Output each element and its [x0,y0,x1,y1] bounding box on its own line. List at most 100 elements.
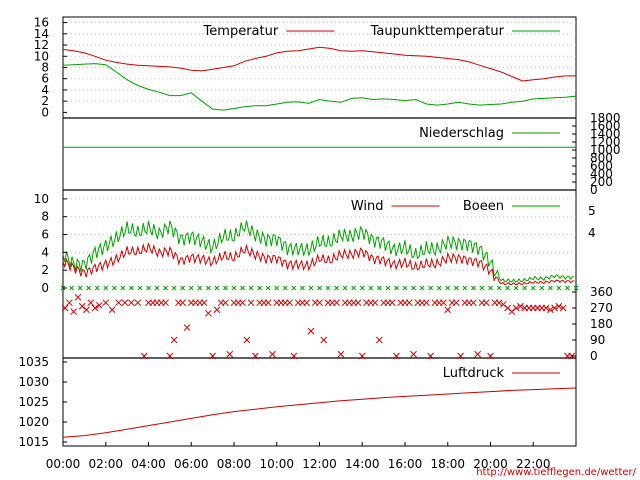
ytick-wind: 0 [41,281,49,295]
calm-marker [154,285,160,291]
data-series [60,46,579,438]
calm-marker [385,285,391,291]
calm-marker [359,285,365,291]
calm-marker [171,285,177,291]
calm-marker [137,285,143,291]
calm-marker [248,285,254,291]
direction-marker [83,306,90,314]
direction-marker [183,324,191,331]
legend-label-wind: Wind [351,199,384,214]
direction-marker [388,299,396,307]
panel-frames [62,16,577,447]
calm-marker [453,285,459,291]
direction-marker [487,352,494,360]
direction-marker [140,352,148,360]
xtick-label: 04:00 [131,457,166,471]
calm-marker [505,285,510,291]
pressure-0-line [62,387,577,438]
ytick-dir: 360 [590,285,613,299]
tick-labels: 0246810121416020040060080010001200140016… [18,16,620,471]
direction-marker [474,350,482,358]
source-credit: http://www.tiefflegen.de/wetter/ [476,467,636,478]
ytick-temp: 10 [34,49,49,63]
ytick-wind: 2 [41,263,49,277]
direction-marker [269,350,276,358]
calm-marker [419,285,425,291]
direction-marker [209,352,216,360]
calm-marker [368,285,374,291]
ytick-temp: 16 [34,16,49,30]
ytick-temp: 0 [41,105,49,119]
direction-marker [243,336,251,344]
calm-marker [539,285,545,291]
direction-marker [102,299,110,307]
direction-marker [559,304,567,312]
calm-marker [103,285,109,291]
direction-marker [427,352,435,360]
calm-marker [300,285,305,291]
ytick-temp: 8 [41,61,49,75]
direction-marker [393,352,400,360]
direction-marker [307,327,315,335]
direction-marker [358,352,366,360]
calm-marker [471,285,476,291]
temp-0-line [62,46,576,82]
direction-marker [87,299,95,307]
ytick-precip: 400 [590,167,613,181]
calm-marker [445,285,451,291]
ytick-precip: 1400 [590,127,621,141]
calm-marker [231,285,237,291]
direction-marker [508,308,516,315]
calm-marker [488,285,493,291]
xtick-label: 08:00 [217,457,252,471]
direction-marker [134,299,142,307]
legend-label-luftdruck: Luftdruck [443,366,505,381]
grid-lines [63,22,576,271]
ytick-temp: 12 [34,38,49,52]
calm-marker [240,285,245,291]
calm-marker [129,285,134,291]
direction-marker [108,306,116,314]
calm-marker [197,285,203,291]
calm-marker [265,285,271,291]
direction-marker [78,302,86,310]
direction-marker [61,304,69,312]
calm-marker [325,285,331,291]
calm-marker [214,285,220,291]
xtick-label: 12:00 [302,457,337,471]
direction-marker [303,299,311,307]
calm-marker [282,285,288,291]
ytick-temp: 14 [34,27,49,41]
ytick-pressure: 1035 [18,355,49,369]
direction-marker [444,306,452,314]
direction-marker [470,299,477,307]
ytick-temp: 4 [41,83,49,97]
direction-marker [115,299,122,307]
ytick-pressure: 1020 [18,415,49,429]
ytick-wind-right: 4 [588,226,596,240]
direction-marker [333,299,340,307]
ytick-dir: 180 [590,317,613,331]
legend-label-niederschlag: Niederschlag [419,126,504,141]
wind-speed-line [62,242,575,286]
direction-marker [405,299,413,307]
direction-marker [213,306,221,314]
direction-marker [495,299,503,307]
direction-marker [555,302,563,310]
direction-marker [440,299,447,307]
ytick-wind: 4 [41,245,49,259]
direction-marker [74,293,82,301]
calm-marker [556,285,562,291]
direction-marker [166,352,174,360]
direction-marker [354,299,362,307]
direction-marker [423,299,430,307]
ytick-wind: 8 [41,210,49,224]
legend-label-boeen: Boeen [463,199,504,214]
direction-marker [264,299,272,307]
calm-marker [77,285,83,291]
direction-marker [320,336,328,344]
calm-marker [274,285,280,291]
direction-marker [162,299,169,307]
direction-marker [200,299,208,307]
direction-marker [375,336,383,344]
